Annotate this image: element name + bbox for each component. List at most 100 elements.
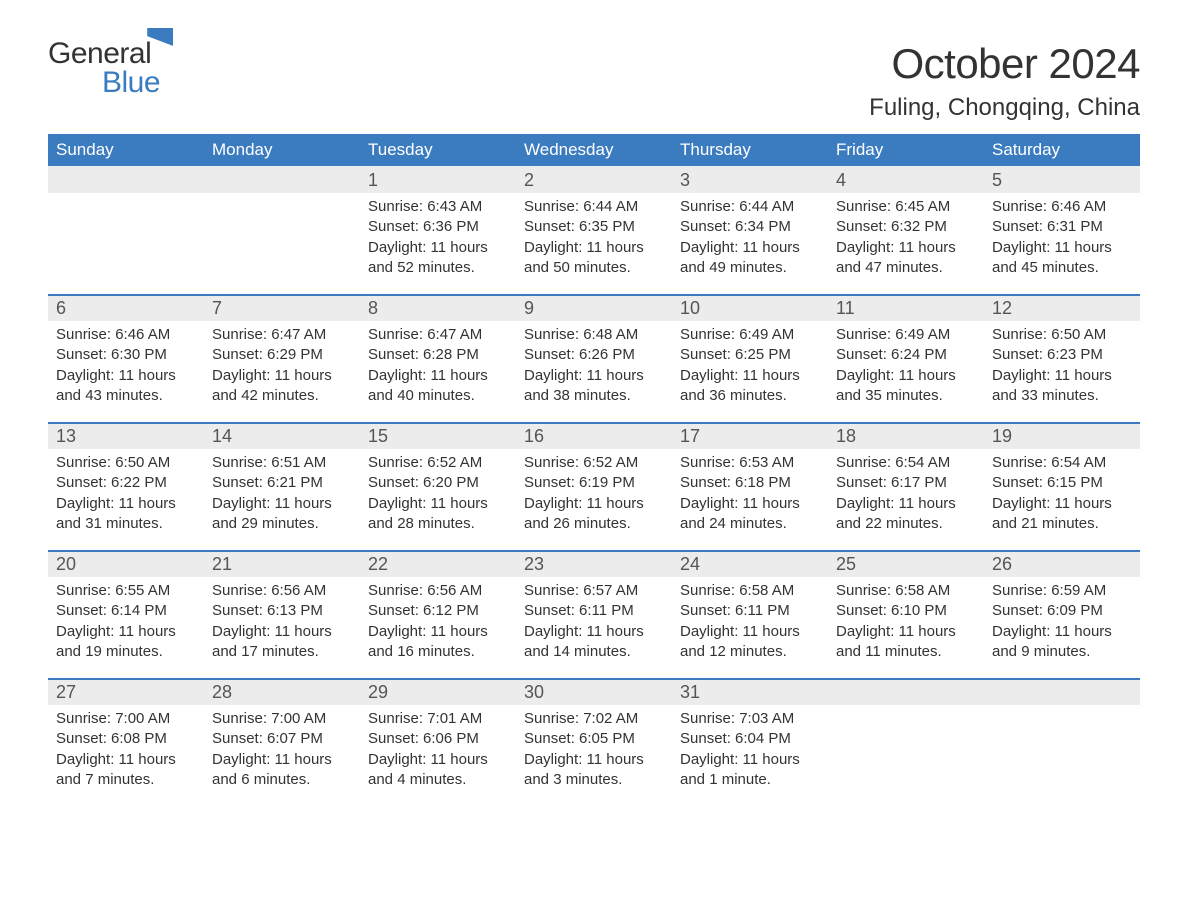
sunrise-text: Sunrise: 6:44 AM xyxy=(680,197,820,217)
sunrise-text: Sunrise: 6:57 AM xyxy=(524,581,664,601)
header: General Blue October 2024 Fuling, Chongq… xyxy=(48,40,1140,122)
daylight-text: Daylight: 11 hours and 26 minutes. xyxy=(524,494,664,535)
dow-friday: Friday xyxy=(828,134,984,166)
day-cell: 8Sunrise: 6:47 AMSunset: 6:28 PMDaylight… xyxy=(360,294,516,422)
sunset-text: Sunset: 6:06 PM xyxy=(368,729,508,749)
day-body: Sunrise: 6:45 AMSunset: 6:32 PMDaylight:… xyxy=(828,193,984,278)
sunset-text: Sunset: 6:09 PM xyxy=(992,601,1132,621)
day-cell xyxy=(48,166,204,294)
dow-saturday: Saturday xyxy=(984,134,1140,166)
sunrise-text: Sunrise: 6:44 AM xyxy=(524,197,664,217)
logo-text-blue: Blue xyxy=(48,69,177,98)
sunset-text: Sunset: 6:15 PM xyxy=(992,473,1132,493)
daylight-text: Daylight: 11 hours and 3 minutes. xyxy=(524,750,664,791)
week-row: 13Sunrise: 6:50 AMSunset: 6:22 PMDayligh… xyxy=(48,422,1140,550)
sunset-text: Sunset: 6:13 PM xyxy=(212,601,352,621)
day-body: Sunrise: 6:44 AMSunset: 6:35 PMDaylight:… xyxy=(516,193,672,278)
day-cell: 9Sunrise: 6:48 AMSunset: 6:26 PMDaylight… xyxy=(516,294,672,422)
sunrise-text: Sunrise: 6:58 AM xyxy=(680,581,820,601)
day-body: Sunrise: 6:53 AMSunset: 6:18 PMDaylight:… xyxy=(672,449,828,534)
sunrise-text: Sunrise: 6:50 AM xyxy=(56,453,196,473)
day-cell: 18Sunrise: 6:54 AMSunset: 6:17 PMDayligh… xyxy=(828,422,984,550)
sunset-text: Sunset: 6:31 PM xyxy=(992,217,1132,237)
daylight-text: Daylight: 11 hours and 11 minutes. xyxy=(836,622,976,663)
day-body: Sunrise: 6:50 AMSunset: 6:22 PMDaylight:… xyxy=(48,449,204,534)
day-number: 14 xyxy=(204,422,360,449)
daylight-text: Daylight: 11 hours and 28 minutes. xyxy=(368,494,508,535)
day-body: Sunrise: 7:03 AMSunset: 6:04 PMDaylight:… xyxy=(672,705,828,790)
sunset-text: Sunset: 6:04 PM xyxy=(680,729,820,749)
sunset-text: Sunset: 6:18 PM xyxy=(680,473,820,493)
sunrise-text: Sunrise: 6:56 AM xyxy=(212,581,352,601)
daylight-text: Daylight: 11 hours and 50 minutes. xyxy=(524,238,664,279)
daylight-text: Daylight: 11 hours and 4 minutes. xyxy=(368,750,508,791)
day-number: 24 xyxy=(672,550,828,577)
daylight-text: Daylight: 11 hours and 47 minutes. xyxy=(836,238,976,279)
dow-thursday: Thursday xyxy=(672,134,828,166)
daylight-text: Daylight: 11 hours and 31 minutes. xyxy=(56,494,196,535)
sunset-text: Sunset: 6:07 PM xyxy=(212,729,352,749)
week-row: 1Sunrise: 6:43 AMSunset: 6:36 PMDaylight… xyxy=(48,166,1140,294)
sunrise-text: Sunrise: 6:47 AM xyxy=(368,325,508,345)
day-number: 12 xyxy=(984,294,1140,321)
day-cell: 28Sunrise: 7:00 AMSunset: 6:07 PMDayligh… xyxy=(204,678,360,806)
sunrise-text: Sunrise: 7:00 AM xyxy=(212,709,352,729)
day-number: 28 xyxy=(204,678,360,705)
day-number: 23 xyxy=(516,550,672,577)
sunset-text: Sunset: 6:28 PM xyxy=(368,345,508,365)
sunrise-text: Sunrise: 6:52 AM xyxy=(524,453,664,473)
sunrise-text: Sunrise: 6:58 AM xyxy=(836,581,976,601)
day-body: Sunrise: 6:52 AMSunset: 6:19 PMDaylight:… xyxy=(516,449,672,534)
day-number: 29 xyxy=(360,678,516,705)
week-row: 27Sunrise: 7:00 AMSunset: 6:08 PMDayligh… xyxy=(48,678,1140,806)
dow-monday: Monday xyxy=(204,134,360,166)
sunrise-text: Sunrise: 7:02 AM xyxy=(524,709,664,729)
sunrise-text: Sunrise: 6:55 AM xyxy=(56,581,196,601)
title-block: October 2024 Fuling, Chongqing, China xyxy=(869,40,1140,122)
sunrise-text: Sunrise: 6:51 AM xyxy=(212,453,352,473)
sunset-text: Sunset: 6:23 PM xyxy=(992,345,1132,365)
day-number: 10 xyxy=(672,294,828,321)
day-cell: 12Sunrise: 6:50 AMSunset: 6:23 PMDayligh… xyxy=(984,294,1140,422)
day-cell: 6Sunrise: 6:46 AMSunset: 6:30 PMDaylight… xyxy=(48,294,204,422)
day-number: 7 xyxy=(204,294,360,321)
daylight-text: Daylight: 11 hours and 38 minutes. xyxy=(524,366,664,407)
day-number: 11 xyxy=(828,294,984,321)
daylight-text: Daylight: 11 hours and 24 minutes. xyxy=(680,494,820,535)
daylight-text: Daylight: 11 hours and 36 minutes. xyxy=(680,366,820,407)
day-body: Sunrise: 6:51 AMSunset: 6:21 PMDaylight:… xyxy=(204,449,360,534)
day-cell: 15Sunrise: 6:52 AMSunset: 6:20 PMDayligh… xyxy=(360,422,516,550)
day-body: Sunrise: 6:50 AMSunset: 6:23 PMDaylight:… xyxy=(984,321,1140,406)
sunrise-text: Sunrise: 6:49 AM xyxy=(836,325,976,345)
day-number: 2 xyxy=(516,166,672,193)
day-body: Sunrise: 6:47 AMSunset: 6:29 PMDaylight:… xyxy=(204,321,360,406)
day-body: Sunrise: 7:02 AMSunset: 6:05 PMDaylight:… xyxy=(516,705,672,790)
sunrise-text: Sunrise: 6:54 AM xyxy=(836,453,976,473)
day-body: Sunrise: 6:56 AMSunset: 6:13 PMDaylight:… xyxy=(204,577,360,662)
sunset-text: Sunset: 6:35 PM xyxy=(524,217,664,237)
logo-text-general: General xyxy=(48,40,151,69)
sunset-text: Sunset: 6:36 PM xyxy=(368,217,508,237)
sunrise-text: Sunrise: 6:56 AM xyxy=(368,581,508,601)
day-cell: 14Sunrise: 6:51 AMSunset: 6:21 PMDayligh… xyxy=(204,422,360,550)
day-number: 20 xyxy=(48,550,204,577)
day-body: Sunrise: 6:46 AMSunset: 6:31 PMDaylight:… xyxy=(984,193,1140,278)
daylight-text: Daylight: 11 hours and 9 minutes. xyxy=(992,622,1132,663)
sunset-text: Sunset: 6:17 PM xyxy=(836,473,976,493)
sunset-text: Sunset: 6:30 PM xyxy=(56,345,196,365)
day-cell xyxy=(984,678,1140,806)
daylight-text: Daylight: 11 hours and 17 minutes. xyxy=(212,622,352,663)
day-number xyxy=(204,166,360,193)
daylight-text: Daylight: 11 hours and 40 minutes. xyxy=(368,366,508,407)
daylight-text: Daylight: 11 hours and 29 minutes. xyxy=(212,494,352,535)
day-body: Sunrise: 6:54 AMSunset: 6:15 PMDaylight:… xyxy=(984,449,1140,534)
day-number: 31 xyxy=(672,678,828,705)
sunrise-text: Sunrise: 7:03 AM xyxy=(680,709,820,729)
day-body: Sunrise: 6:59 AMSunset: 6:09 PMDaylight:… xyxy=(984,577,1140,662)
day-number: 30 xyxy=(516,678,672,705)
day-number: 8 xyxy=(360,294,516,321)
day-body: Sunrise: 6:47 AMSunset: 6:28 PMDaylight:… xyxy=(360,321,516,406)
day-body: Sunrise: 6:44 AMSunset: 6:34 PMDaylight:… xyxy=(672,193,828,278)
day-cell: 29Sunrise: 7:01 AMSunset: 6:06 PMDayligh… xyxy=(360,678,516,806)
week-row: 20Sunrise: 6:55 AMSunset: 6:14 PMDayligh… xyxy=(48,550,1140,678)
